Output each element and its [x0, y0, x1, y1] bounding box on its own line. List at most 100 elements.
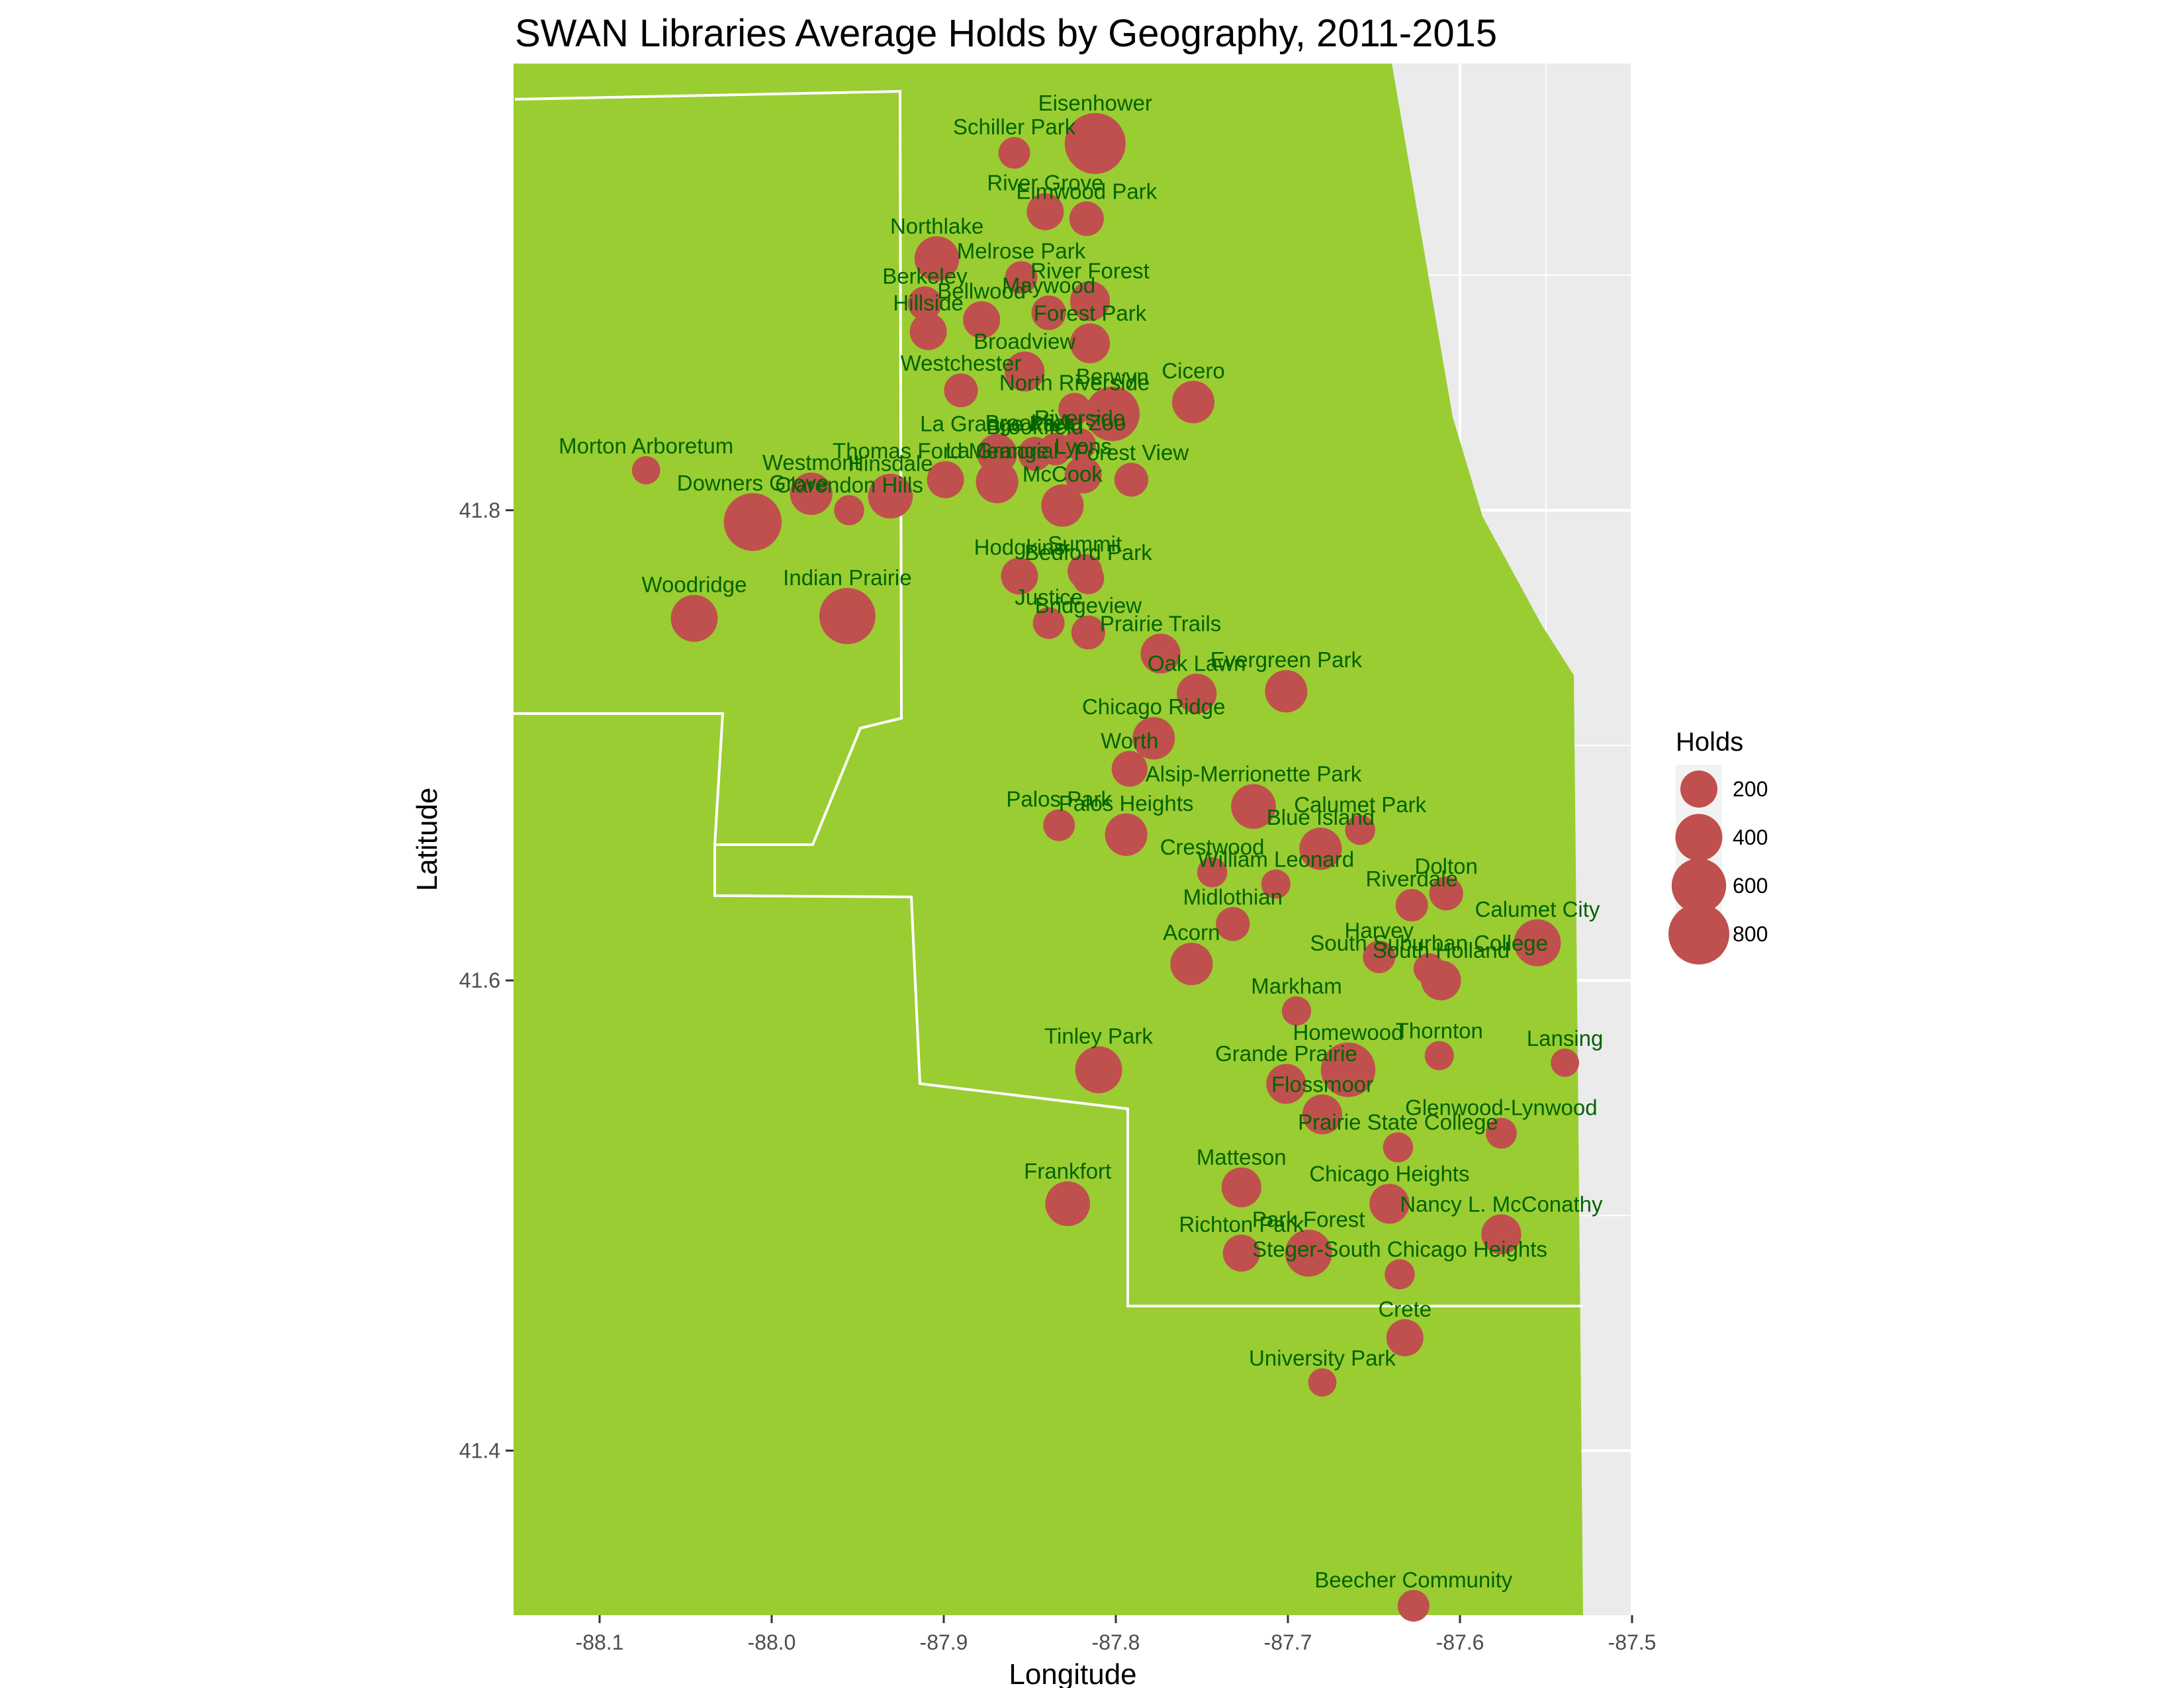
x-tick-label: -88.0 — [748, 1630, 796, 1654]
chart-title: SWAN Libraries Average Holds by Geograph… — [515, 12, 1497, 55]
library-point — [976, 461, 1019, 504]
library-label: Hillside — [893, 291, 963, 315]
library-label: Flossmoor — [1271, 1072, 1373, 1096]
library-point — [1481, 1214, 1522, 1254]
library-label: Evergreen Park — [1210, 647, 1363, 672]
library-point — [1261, 869, 1291, 899]
library-label: McCook — [1023, 462, 1103, 487]
library-label: Schiller Park — [953, 115, 1076, 139]
library-point — [1177, 673, 1217, 714]
library-label: Riverside — [1034, 406, 1126, 430]
library-label: Morton Arboretum — [559, 434, 733, 458]
library-point — [1058, 393, 1091, 426]
library-point — [834, 495, 864, 526]
library-label: Woodridge — [642, 573, 747, 597]
library-label: Hodgkins — [974, 535, 1066, 559]
library-point — [1031, 295, 1066, 330]
library-point — [790, 472, 833, 515]
library-label: North Riverside — [999, 371, 1150, 395]
y-tick-label: 41.6 — [459, 968, 500, 992]
library-label: Bellwood — [937, 279, 1026, 303]
library-point — [1302, 1094, 1343, 1135]
library-label: Northlake — [890, 214, 983, 238]
x-tick-label: -87.5 — [1608, 1630, 1657, 1654]
library-label: La Grange — [946, 438, 1049, 463]
library-point — [1386, 1319, 1424, 1356]
library-point — [1308, 1368, 1337, 1397]
library-label: Melrose Park — [957, 239, 1086, 263]
library-point — [1132, 717, 1175, 760]
library-label: Hinsdale — [848, 451, 933, 476]
library-point — [1075, 1046, 1122, 1094]
library-label: Eisenhower — [1038, 91, 1152, 115]
library-point — [1140, 633, 1181, 674]
legend-key-point — [1668, 904, 1729, 964]
library-point — [1069, 323, 1111, 363]
library-label: River Grove — [987, 171, 1103, 195]
library-label: Frankfort — [1024, 1159, 1111, 1184]
library-label: Bedford Park — [1024, 540, 1152, 565]
library-point — [1281, 996, 1312, 1026]
library-label: University Park — [1249, 1346, 1396, 1370]
x-tick-label: -87.9 — [920, 1630, 968, 1654]
legend-key-point — [1671, 858, 1727, 914]
library-point — [1041, 484, 1084, 527]
y-axis: 41.4 41.6 41.8 — [459, 498, 514, 1462]
library-point — [1105, 813, 1148, 856]
library-label: Indian Prairie — [783, 565, 911, 590]
county-boundary-line — [514, 712, 1583, 1307]
library-point — [1320, 1042, 1376, 1098]
library-label: Bridgeview — [1035, 593, 1142, 618]
library-point — [1005, 261, 1038, 294]
library-label: Brookfield — [986, 414, 1083, 439]
library-point — [1421, 960, 1461, 1001]
library-point — [1005, 352, 1045, 392]
library-label: Forest Park — [1034, 301, 1147, 326]
library-label: Thomas Ford Memorial — [833, 439, 1058, 463]
x-axis: -88.1 -88.0 -87.9 -87.8 -87.7 -87.6 -87.5 — [576, 1615, 1657, 1654]
y-tick-label: 41.4 — [459, 1438, 500, 1462]
library-label: Elmwood Park — [1016, 179, 1157, 203]
library-point — [1018, 436, 1052, 471]
x-tick-label: -87.7 — [1264, 1630, 1312, 1654]
library-label: Nancy L. McConathy — [1400, 1192, 1603, 1217]
library-point — [1265, 670, 1308, 713]
library-label: Beecher Community — [1314, 1568, 1512, 1592]
x-axis-title: Longitude — [1009, 1658, 1136, 1688]
library-label: Lyons — [1054, 434, 1112, 459]
library-label: Palos Park — [1006, 787, 1112, 812]
library-point — [868, 473, 913, 519]
library-point — [1045, 1181, 1091, 1227]
library-point — [1551, 1049, 1579, 1077]
library-point — [944, 373, 978, 408]
library-label: Calumet City — [1475, 897, 1600, 921]
library-point — [1221, 1167, 1261, 1207]
library-point — [1026, 193, 1064, 230]
library-label: Glenwood-Lynwood — [1405, 1096, 1597, 1120]
library-point — [963, 301, 1001, 339]
library-point — [998, 137, 1030, 169]
library-point — [1069, 281, 1111, 321]
library-point — [1285, 1229, 1332, 1277]
library-point — [670, 594, 718, 642]
library-point — [1063, 428, 1096, 461]
library-label: Brookfield Zoo — [985, 410, 1126, 435]
library-label: Steger-South Chicago Heights — [1252, 1237, 1547, 1261]
legend-key-point — [1680, 771, 1717, 808]
library-label: Chicago Ridge — [1082, 694, 1225, 719]
library-point — [1069, 201, 1104, 236]
library-point — [1072, 562, 1105, 594]
library-label: Alsip-Merrionette Park — [1146, 761, 1362, 786]
library-point — [927, 461, 964, 498]
library-point — [1064, 456, 1102, 494]
library-point — [1114, 463, 1148, 497]
library-point — [1424, 1041, 1454, 1070]
library-label: Crete — [1378, 1297, 1432, 1321]
legend-label: 400 — [1733, 825, 1768, 849]
library-label: Forest View — [1074, 440, 1189, 465]
x-tick-label: -88.1 — [576, 1630, 624, 1654]
library-point — [1222, 1235, 1260, 1272]
library-point — [1395, 888, 1428, 921]
library-label: Acorn — [1163, 920, 1220, 945]
